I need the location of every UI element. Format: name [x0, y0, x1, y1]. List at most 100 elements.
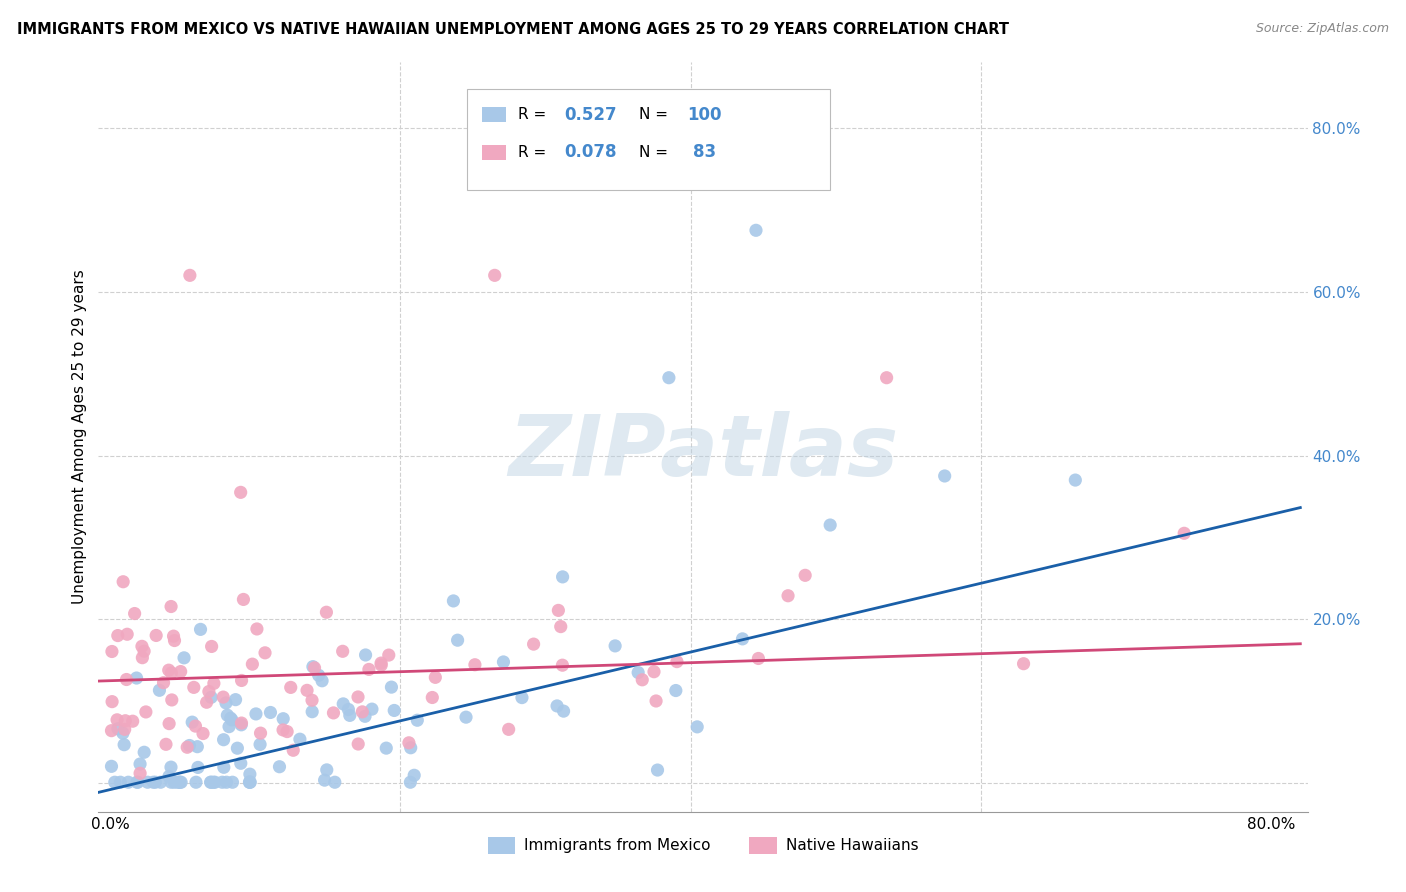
Point: [492, 655, 515, 669]
Point: [157, 769, 180, 783]
Point: [226, 741, 249, 756]
Point: [104, 775, 127, 789]
Point: [280, 681, 302, 695]
Point: [166, 775, 188, 789]
Point: [1173, 526, 1195, 541]
Point: [101, 644, 124, 658]
Point: [276, 724, 298, 739]
Point: [352, 705, 374, 719]
Point: [239, 767, 262, 781]
Point: [157, 663, 180, 677]
Point: [658, 370, 681, 384]
Point: [212, 732, 235, 747]
Point: [229, 756, 252, 771]
Point: [105, 713, 128, 727]
Point: [253, 646, 276, 660]
Point: [231, 718, 253, 732]
Point: [315, 605, 337, 619]
Point: [229, 485, 252, 500]
Point: [202, 676, 225, 690]
Point: [484, 268, 506, 283]
Point: [794, 568, 817, 582]
FancyBboxPatch shape: [482, 107, 506, 122]
Point: [510, 690, 533, 705]
Point: [169, 665, 191, 679]
Point: [155, 737, 177, 751]
Point: [259, 706, 281, 720]
Point: [271, 712, 294, 726]
Point: [231, 716, 253, 731]
FancyBboxPatch shape: [467, 88, 830, 190]
Text: N =: N =: [638, 145, 668, 160]
Point: [301, 693, 323, 707]
Point: [246, 622, 269, 636]
Point: [745, 223, 768, 237]
Point: [446, 633, 468, 648]
Point: [249, 726, 271, 740]
Point: [200, 690, 222, 705]
Point: [135, 705, 157, 719]
Text: ZIPatlas: ZIPatlas: [508, 410, 898, 493]
Point: [311, 673, 333, 688]
Point: [382, 703, 405, 717]
Point: [212, 760, 235, 774]
Point: [218, 720, 240, 734]
Point: [127, 775, 149, 789]
Point: [115, 627, 138, 641]
Point: [169, 775, 191, 789]
Point: [686, 720, 709, 734]
Point: [347, 737, 370, 751]
Point: [818, 518, 841, 533]
Point: [631, 673, 654, 687]
Point: [249, 738, 271, 752]
Point: [551, 658, 574, 673]
Point: [357, 662, 380, 676]
Point: [332, 644, 354, 658]
Text: 0.527: 0.527: [564, 106, 617, 124]
Point: [339, 708, 361, 723]
Point: [142, 775, 165, 789]
Point: [100, 759, 122, 773]
Point: [301, 705, 323, 719]
Point: [269, 760, 291, 774]
Point: [136, 775, 159, 789]
Point: [322, 706, 344, 720]
Point: [163, 775, 186, 789]
Point: [225, 692, 247, 706]
Point: [190, 623, 212, 637]
Point: [143, 775, 166, 789]
Point: [160, 599, 183, 614]
Point: [160, 775, 183, 789]
Point: [523, 637, 546, 651]
Point: [170, 775, 193, 789]
Point: [553, 704, 575, 718]
Point: [645, 694, 668, 708]
Point: [605, 639, 627, 653]
Point: [238, 775, 260, 789]
Point: [131, 640, 153, 654]
Point: [240, 657, 263, 672]
Point: [232, 592, 254, 607]
Point: [219, 711, 242, 725]
Point: [354, 709, 377, 723]
Point: [876, 370, 898, 384]
Point: [221, 713, 243, 727]
Point: [665, 655, 688, 669]
Point: [934, 469, 956, 483]
Point: [115, 673, 138, 687]
Text: IMMIGRANTS FROM MEXICO VS NATIVE HAWAIIAN UNEMPLOYMENT AMONG AGES 25 TO 29 YEARS: IMMIGRANTS FROM MEXICO VS NATIVE HAWAIIA…: [17, 22, 1010, 37]
Point: [125, 775, 148, 789]
Point: [747, 651, 769, 665]
Point: [195, 695, 218, 709]
Point: [112, 738, 135, 752]
Point: [337, 702, 360, 716]
Point: [110, 775, 132, 789]
Point: [425, 670, 447, 684]
Point: [354, 648, 377, 662]
Point: [184, 719, 207, 733]
Point: [191, 726, 214, 740]
Legend: Immigrants from Mexico, Native Hawaiians: Immigrants from Mexico, Native Hawaiians: [482, 830, 924, 860]
Point: [160, 665, 183, 680]
Point: [302, 659, 325, 673]
Point: [111, 726, 134, 740]
